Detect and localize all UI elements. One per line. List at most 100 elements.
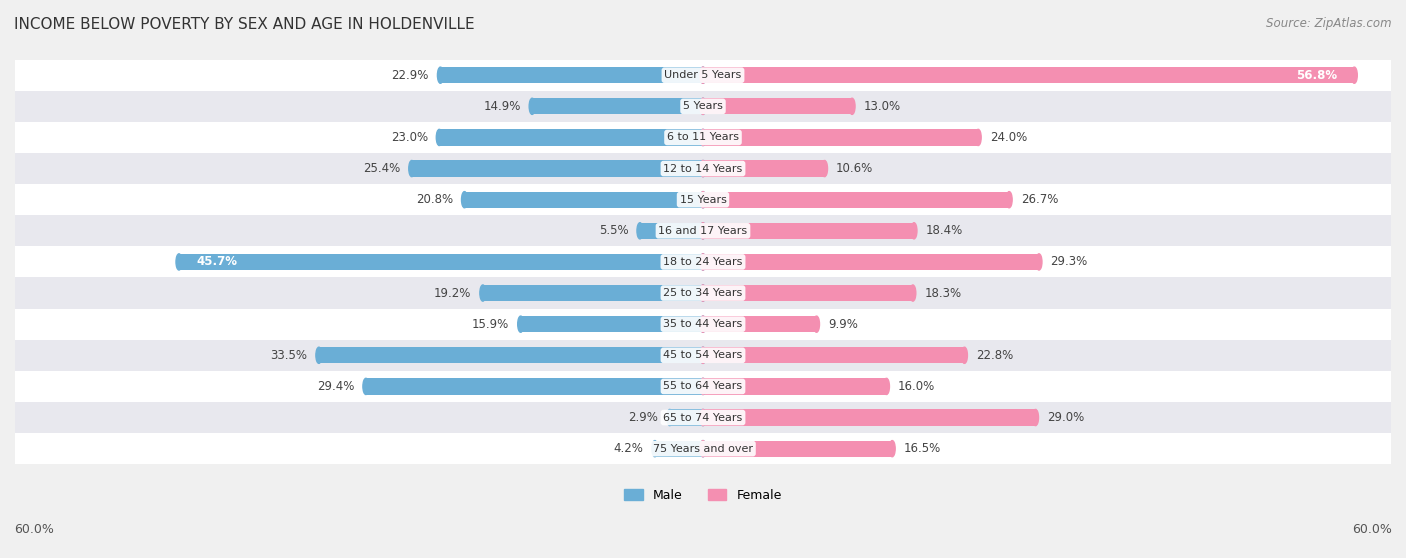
Bar [520,316,703,332]
Circle shape [700,98,706,114]
Text: 9.9%: 9.9% [828,318,858,331]
Text: 25 to 34 Years: 25 to 34 Years [664,288,742,298]
Circle shape [814,316,820,332]
Circle shape [700,254,706,270]
Circle shape [652,441,658,457]
Bar [440,67,703,83]
Bar [640,223,703,239]
Bar [703,67,1354,83]
Bar [15,402,1391,433]
Text: 45.7%: 45.7% [197,256,238,268]
Circle shape [700,410,706,426]
Circle shape [437,67,443,83]
Circle shape [700,161,706,177]
Bar [15,433,1391,464]
Circle shape [1036,254,1042,270]
Bar [15,122,1391,153]
Circle shape [700,161,706,177]
Circle shape [700,347,706,363]
Text: 26.7%: 26.7% [1021,193,1057,206]
Bar [531,98,703,114]
Text: 29.3%: 29.3% [1050,256,1088,268]
Bar [15,215,1391,247]
Circle shape [700,285,706,301]
Text: 18.4%: 18.4% [925,224,963,237]
Circle shape [700,316,706,332]
Circle shape [700,191,706,208]
Circle shape [700,441,706,457]
Circle shape [700,410,706,426]
Text: 25.4%: 25.4% [363,162,401,175]
Text: 13.0%: 13.0% [863,100,901,113]
Bar [439,129,703,146]
Circle shape [700,223,706,239]
Bar [703,316,817,332]
Text: 60.0%: 60.0% [1353,523,1392,536]
Bar [703,191,1010,208]
Bar [15,277,1391,309]
Bar [703,347,965,363]
Text: 6 to 11 Years: 6 to 11 Years [666,132,740,142]
Text: 15.9%: 15.9% [472,318,509,331]
Text: 60.0%: 60.0% [14,523,53,536]
Text: 55 to 64 Years: 55 to 64 Years [664,382,742,391]
Circle shape [700,67,706,83]
Circle shape [461,191,467,208]
Text: 5 Years: 5 Years [683,102,723,112]
Circle shape [316,347,322,363]
Bar [15,309,1391,340]
Text: 23.0%: 23.0% [391,131,427,144]
Text: 16.5%: 16.5% [904,442,941,455]
Circle shape [1007,191,1012,208]
Circle shape [666,410,672,426]
Circle shape [700,316,706,332]
Circle shape [176,254,181,270]
Circle shape [409,161,415,177]
Bar [703,378,886,395]
Text: 18.3%: 18.3% [924,287,962,300]
Circle shape [1032,410,1039,426]
Circle shape [700,285,706,301]
Circle shape [700,441,706,457]
Bar [412,161,703,177]
Text: 16.0%: 16.0% [898,380,935,393]
Bar [703,410,1036,426]
Circle shape [700,129,706,146]
Text: 22.9%: 22.9% [392,69,429,81]
Text: INCOME BELOW POVERTY BY SEX AND AGE IN HOLDENVILLE: INCOME BELOW POVERTY BY SEX AND AGE IN H… [14,17,475,32]
Circle shape [479,285,486,301]
Circle shape [889,441,896,457]
Circle shape [911,223,917,239]
Bar [15,60,1391,91]
Text: 65 to 74 Years: 65 to 74 Years [664,412,742,422]
Text: 20.8%: 20.8% [416,193,453,206]
Bar [15,247,1391,277]
Text: 2.9%: 2.9% [628,411,658,424]
Text: 18 to 24 Years: 18 to 24 Years [664,257,742,267]
Circle shape [363,378,368,395]
Bar [703,98,852,114]
Bar [703,285,912,301]
Text: 45 to 54 Years: 45 to 54 Years [664,350,742,360]
Bar [703,254,1039,270]
Bar [703,129,979,146]
Bar [366,378,703,395]
Circle shape [700,129,706,146]
Text: 29.0%: 29.0% [1047,411,1084,424]
Legend: Male, Female: Male, Female [619,484,787,507]
Bar [482,285,703,301]
Circle shape [883,378,890,395]
Circle shape [962,347,967,363]
Bar [703,161,824,177]
Bar [669,410,703,426]
Bar [15,184,1391,215]
Circle shape [700,191,706,208]
Circle shape [436,129,443,146]
Circle shape [1351,67,1357,83]
Text: Under 5 Years: Under 5 Years [665,70,741,80]
Circle shape [910,285,915,301]
Text: 24.0%: 24.0% [990,131,1026,144]
Circle shape [517,316,523,332]
Text: 10.6%: 10.6% [837,162,873,175]
Text: 33.5%: 33.5% [270,349,308,362]
